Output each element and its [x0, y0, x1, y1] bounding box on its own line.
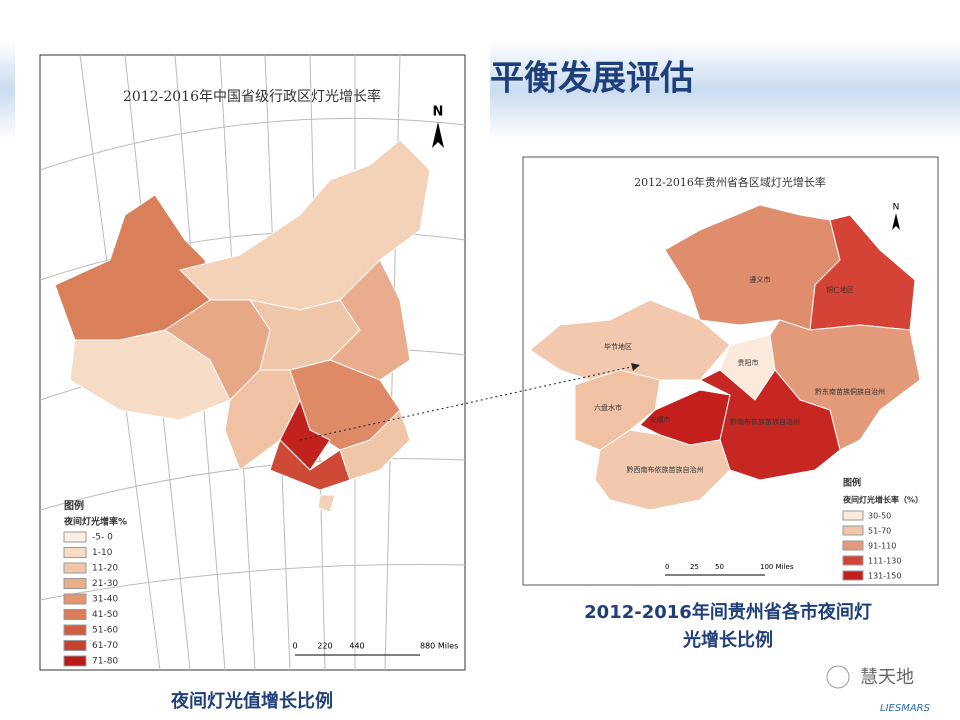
- legend-title: 图例: [843, 477, 861, 489]
- legend-swatch: [63, 547, 87, 558]
- legend-label: 51-60: [92, 626, 118, 636]
- scale-label: 220: [317, 642, 332, 651]
- legend-swatch: [63, 655, 87, 667]
- region-label: 黔南布依族苗族自治州: [730, 417, 800, 426]
- legend-label: 111-130: [868, 557, 901, 566]
- legend-swatch: [63, 562, 87, 574]
- logo-org: LIESMARS: [880, 703, 931, 714]
- arrow-head: [631, 363, 640, 371]
- legend-swatch: [63, 593, 87, 605]
- legend-label: 91-110: [868, 542, 896, 551]
- region-label: 黔西南布依族苗族自治州: [627, 465, 704, 474]
- north-label: N: [433, 105, 444, 120]
- legend-label: 21-30: [92, 579, 118, 589]
- legend-swatch: [63, 624, 87, 636]
- legend-swatch: [842, 540, 864, 551]
- scale-label: 0: [665, 563, 669, 571]
- legend-label: 51-70: [868, 527, 891, 536]
- legend-title: 图例: [64, 499, 84, 512]
- legend-label: 71-80: [92, 657, 118, 667]
- right-legend: 图例 夜间灯光增长率（%） 30-50 51-70 91-110 111-130 131…: [842, 477, 923, 581]
- region-label: 六盘水市: [594, 403, 622, 412]
- header-title: 平衡发展评估: [490, 59, 694, 99]
- north-label: N: [893, 203, 900, 213]
- region-label: 毕节地区: [604, 342, 632, 351]
- china-map: [54, 139, 431, 513]
- left-map-title: 2012-2016年中国省级行政区灯光增长率: [123, 88, 381, 105]
- region-label: 遵义市: [750, 275, 771, 284]
- legend-swatch: [63, 640, 87, 651]
- legend-subtitle: 夜间灯光增率%: [63, 516, 127, 528]
- legend-swatch: [842, 570, 864, 581]
- region-label: 黔东南苗族侗族自治州: [815, 387, 885, 396]
- left-caption: 夜间灯光值增长比例: [170, 690, 333, 712]
- scale-label: 440: [349, 642, 364, 651]
- scale-label: 100 Miles: [760, 563, 794, 571]
- region-label: 铜仁地区: [826, 285, 854, 294]
- legend-subtitle: 夜间灯光增长率（%）: [842, 495, 923, 505]
- legend-label: 30-50: [868, 512, 891, 521]
- right-caption: 2012-2016年间贵州省各市夜间灯: [584, 601, 872, 623]
- legend-swatch: [842, 510, 864, 521]
- legend-label: 11-20: [92, 564, 118, 574]
- north-arrow: [892, 213, 900, 230]
- link-arrow: [299, 364, 641, 441]
- scale-label: 50: [715, 563, 724, 571]
- right-map-title: 2012-2016年贵州省各区域灯光增长率: [634, 175, 826, 189]
- legend-swatch: [63, 609, 87, 620]
- legend-label: 131-150: [868, 572, 901, 581]
- legend-swatch: [63, 531, 87, 543]
- scale-label: 880 Miles: [420, 642, 458, 651]
- logo-icon: [826, 665, 850, 689]
- region-label: 安顺市: [650, 415, 671, 424]
- left-legend: 图例 夜间灯光增率% -5- 0 1-10 11-20 21-30 31-40 41-50…: [63, 499, 127, 667]
- scale-label: 25: [690, 563, 699, 571]
- legend-label: 1-10: [92, 548, 113, 558]
- region-label: 贵阳市: [738, 358, 759, 367]
- logo-name: 慧天地: [860, 667, 914, 688]
- scale-label: 0: [292, 642, 297, 651]
- legend-swatch: [63, 578, 87, 589]
- right-caption: 光增长比例: [682, 629, 773, 651]
- legend-label: 31-40: [92, 595, 118, 605]
- legend-label: -5- 0: [92, 533, 113, 543]
- legend-label: 41-50: [92, 610, 118, 620]
- legend-swatch: [842, 525, 864, 536]
- north-arrow: [432, 122, 444, 148]
- legend-label: 61-70: [92, 641, 118, 651]
- legend-swatch: [842, 555, 864, 566]
- guizhou-map: [529, 204, 921, 511]
